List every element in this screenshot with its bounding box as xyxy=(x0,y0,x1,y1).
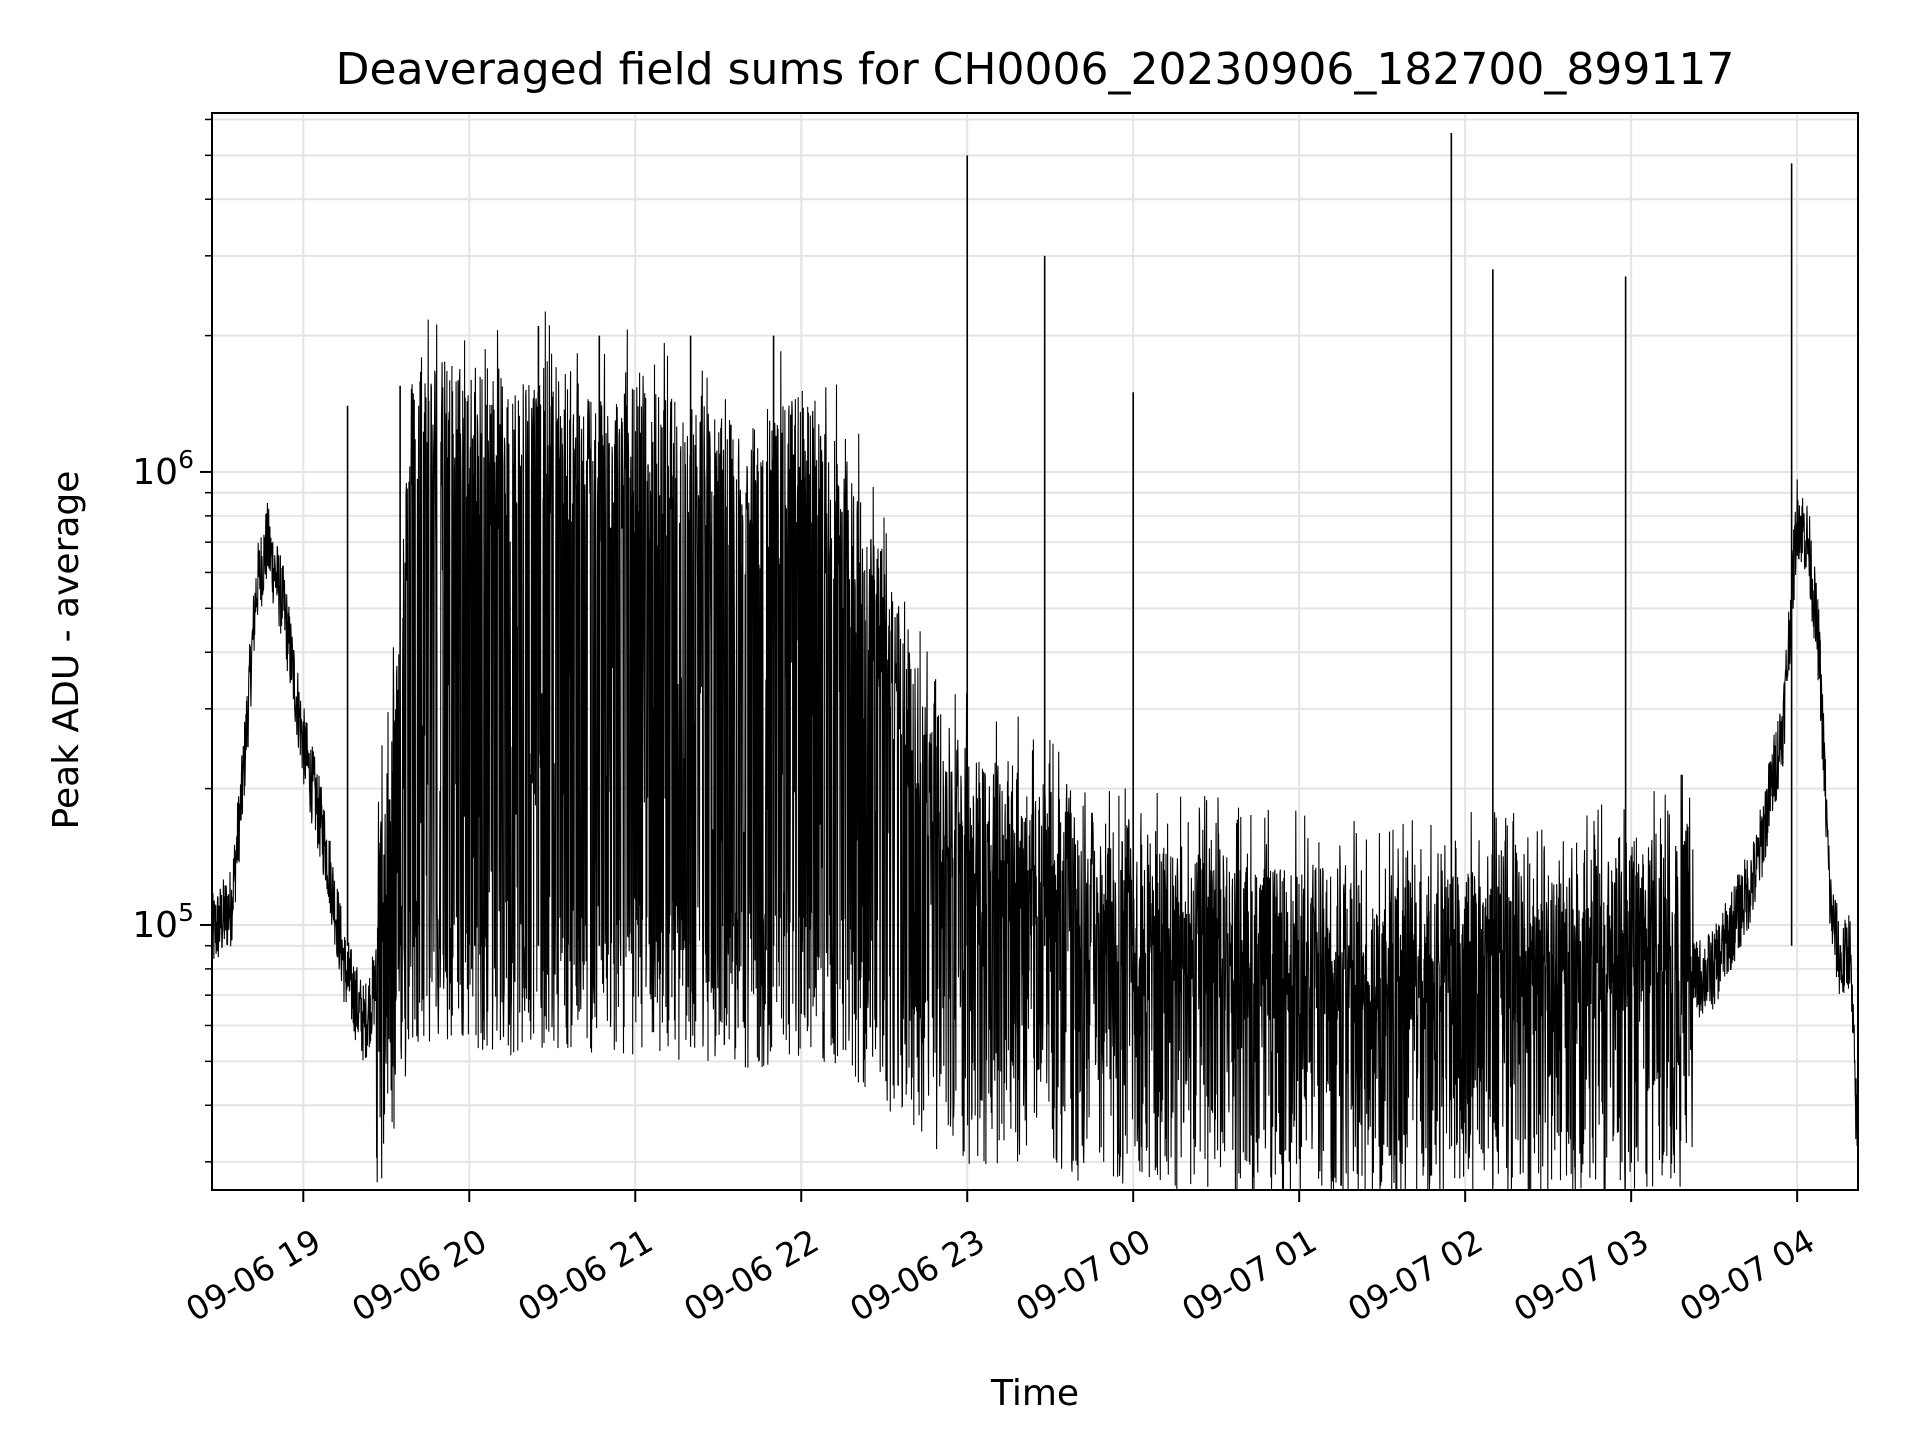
chart-title: Deaveraged field sums for CH0006_2023090… xyxy=(336,44,1735,95)
x-axis-label: Time xyxy=(990,1373,1079,1414)
data-line xyxy=(212,311,1858,1190)
y-tick-label: 106 xyxy=(132,445,194,493)
y-tick-label: 105 xyxy=(132,898,194,946)
y-axis-label: Peak ADU - average xyxy=(46,471,87,830)
plot-area xyxy=(212,133,1858,1190)
